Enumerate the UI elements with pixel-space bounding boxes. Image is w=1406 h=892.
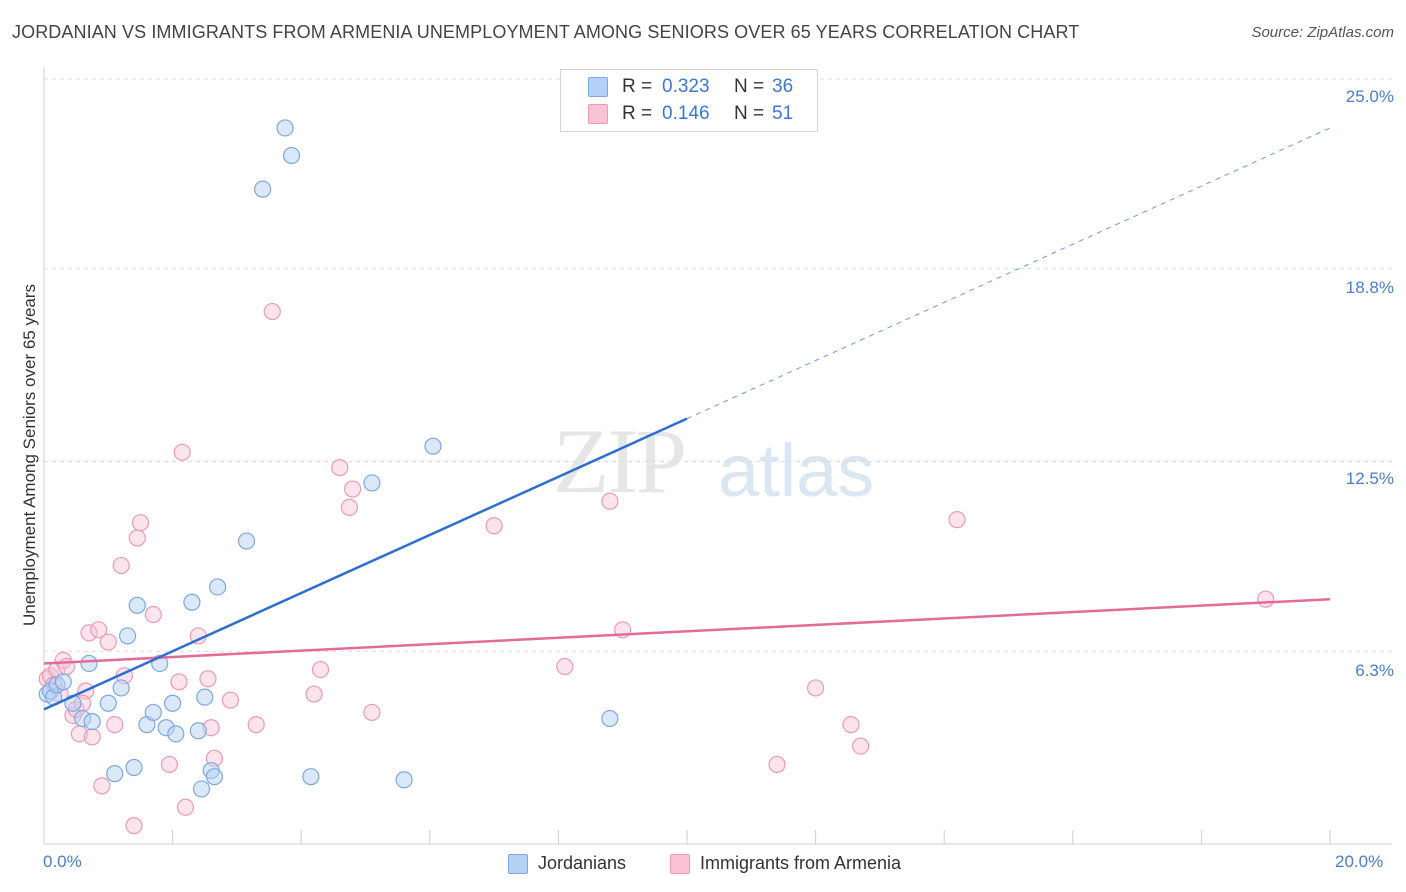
data-point-jordanian xyxy=(112,679,130,697)
legend-label-armenia: Immigrants from Armenia xyxy=(700,853,902,873)
data-point-armenia xyxy=(112,556,130,575)
data-point-armenia xyxy=(344,480,362,498)
data-point-jordanian xyxy=(83,712,101,731)
data-point-armenia xyxy=(99,633,117,651)
data-point-jordanian xyxy=(254,180,272,198)
data-point-armenia xyxy=(144,605,162,624)
data-point-armenia xyxy=(131,514,150,532)
grid-lines xyxy=(44,78,1392,652)
source-label: Source: ZipAtlas.com xyxy=(1251,24,1394,41)
data-point-armenia xyxy=(852,737,870,755)
y-tick-label: 12.5% xyxy=(1345,469,1394,488)
trend-line-jordanian xyxy=(43,417,688,711)
data-point-armenia xyxy=(311,660,330,679)
bottom-legend-jordanians: Jordanians xyxy=(508,853,626,874)
data-point-armenia xyxy=(485,517,503,535)
data-point-jordanian xyxy=(128,596,146,614)
data-point-armenia xyxy=(556,657,574,676)
data-point-jordanian xyxy=(282,146,301,165)
legend-label-jordanians: Jordanians xyxy=(538,853,627,873)
trend-lines xyxy=(43,127,1331,711)
data-point-jordanian xyxy=(118,627,137,645)
data-point-jordanian xyxy=(192,780,211,798)
data-point-armenia xyxy=(160,755,178,774)
armenia-points xyxy=(38,302,1275,835)
legend-row-jordanians: R = 0.323 N = 36 xyxy=(588,75,793,99)
data-point-armenia xyxy=(80,624,98,642)
legend-row-armenia: R = 0.146 N = 51 xyxy=(588,102,793,126)
data-point-jordanian xyxy=(183,593,201,611)
y-tick-label: 25.0% xyxy=(1345,87,1394,106)
data-point-jordanian xyxy=(144,703,162,722)
bottom-legend-armenia: Immigrants from Armenia xyxy=(670,853,901,874)
data-point-jordanian xyxy=(106,765,124,783)
legend-n-label: N = xyxy=(734,76,765,97)
data-point-jordanian xyxy=(54,673,72,691)
data-point-armenia xyxy=(170,673,188,691)
data-point-armenia xyxy=(128,529,146,547)
data-point-jordanian xyxy=(205,768,223,786)
data-point-armenia xyxy=(221,691,240,709)
trend-line-jordanian-projection xyxy=(686,127,1331,420)
data-point-jordanian xyxy=(276,119,294,137)
data-point-armenia xyxy=(305,685,323,703)
x-tick-label: 20.0% xyxy=(1335,852,1384,871)
legend-swatch-pink xyxy=(670,853,690,874)
legend-r-label: R = xyxy=(622,76,653,97)
data-point-armenia xyxy=(173,443,191,461)
data-point-armenia xyxy=(601,492,619,510)
legend-swatch-blue xyxy=(508,853,528,874)
correlation-legend: R = 0.323 N = 36 R = 0.146 N = 51 xyxy=(560,69,818,132)
data-point-armenia xyxy=(331,459,349,477)
y-tick-label: 18.8% xyxy=(1345,278,1394,297)
legend-swatch-pink xyxy=(588,104,608,124)
data-point-armenia xyxy=(842,716,860,734)
jordanian-points xyxy=(38,119,619,798)
axes xyxy=(43,67,1392,845)
data-point-armenia xyxy=(1257,590,1275,608)
data-point-jordanian xyxy=(189,722,207,740)
data-point-jordanian xyxy=(164,694,182,712)
data-point-jordanian xyxy=(395,771,413,789)
legend-n-label: N = xyxy=(734,103,765,124)
data-point-armenia xyxy=(340,498,359,516)
data-point-jordanian xyxy=(424,437,442,455)
data-point-armenia xyxy=(176,798,195,816)
data-point-armenia xyxy=(125,817,143,835)
data-point-armenia xyxy=(93,777,111,795)
data-point-jordanian xyxy=(99,694,117,712)
watermark-atlas: atlas xyxy=(718,429,875,512)
data-point-jordanian xyxy=(601,709,619,728)
x-tick-label: 0.0% xyxy=(43,852,82,871)
data-point-jordanian xyxy=(80,654,98,673)
y-tick-label: 6.3% xyxy=(1355,661,1394,680)
data-point-jordanian xyxy=(363,474,381,492)
legend-n-value: 36 xyxy=(772,76,794,97)
data-point-armenia xyxy=(948,511,966,529)
data-point-armenia xyxy=(247,716,265,734)
trend-line-armenia xyxy=(43,597,1331,665)
data-point-armenia xyxy=(806,679,825,697)
legend-r-value: 0.146 xyxy=(662,103,710,124)
data-point-armenia xyxy=(106,716,124,734)
data-point-armenia xyxy=(768,755,786,774)
data-point-armenia xyxy=(199,670,217,688)
data-point-armenia xyxy=(90,621,108,639)
data-point-jordanian xyxy=(237,532,256,550)
data-point-jordanian xyxy=(302,768,320,786)
data-point-jordanian xyxy=(125,758,143,777)
legend-r-label: R = xyxy=(622,103,653,124)
data-point-jordanian xyxy=(167,725,185,743)
data-point-armenia xyxy=(83,728,101,746)
data-point-armenia xyxy=(363,703,381,722)
chart-title: JORDANIAN VS IMMIGRANTS FROM ARMENIA UNE… xyxy=(12,22,1080,42)
legend-r-value: 0.323 xyxy=(662,76,710,97)
data-point-jordanian xyxy=(209,578,227,596)
data-point-armenia xyxy=(263,302,281,321)
legend-swatch-blue xyxy=(588,77,608,97)
legend-n-value: 51 xyxy=(772,103,794,124)
data-point-jordanian xyxy=(196,688,214,706)
